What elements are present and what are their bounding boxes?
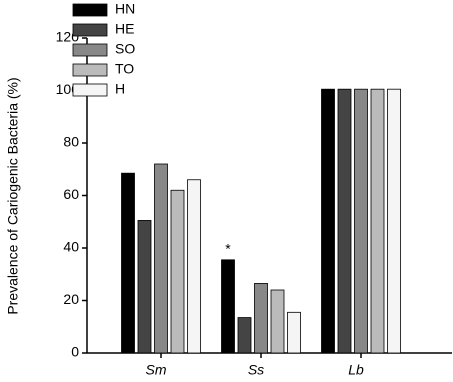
bar [387,88,401,354]
legend-label: HN [115,1,135,17]
legend-swatch [72,43,108,57]
bar [354,88,368,354]
legend-label: TO [115,61,134,77]
bar [221,259,235,354]
y-axis-label: Prevalence of Cariogenic Bacteria (%) [5,77,21,314]
bar [337,88,352,354]
bar [154,163,168,354]
legend-label: SO [115,41,135,57]
bar [287,311,301,354]
bar [170,189,185,354]
legend-swatch [72,23,108,37]
y-tick-label: 20 [63,291,79,307]
bar [254,283,268,354]
legend-swatch [72,3,108,17]
x-tick-label: Sm [146,362,167,378]
legend-label: H [115,81,125,97]
bar [321,88,335,354]
bar [237,317,252,354]
y-tick-label: 0 [71,344,79,360]
bar [121,172,135,354]
annotation: * [225,241,231,257]
y-tick-label: 40 [63,239,79,255]
legend-swatch [72,83,108,97]
x-tick-label: Lb [348,362,364,378]
bar [270,289,285,354]
y-tick-label: 80 [63,134,79,150]
bar [187,179,201,354]
legend-label: HE [115,21,134,37]
bar [137,220,152,354]
y-tick-label: 60 [63,186,79,202]
bar [370,88,385,354]
legend-swatch [72,63,108,77]
x-tick-label: Ss [248,362,264,378]
